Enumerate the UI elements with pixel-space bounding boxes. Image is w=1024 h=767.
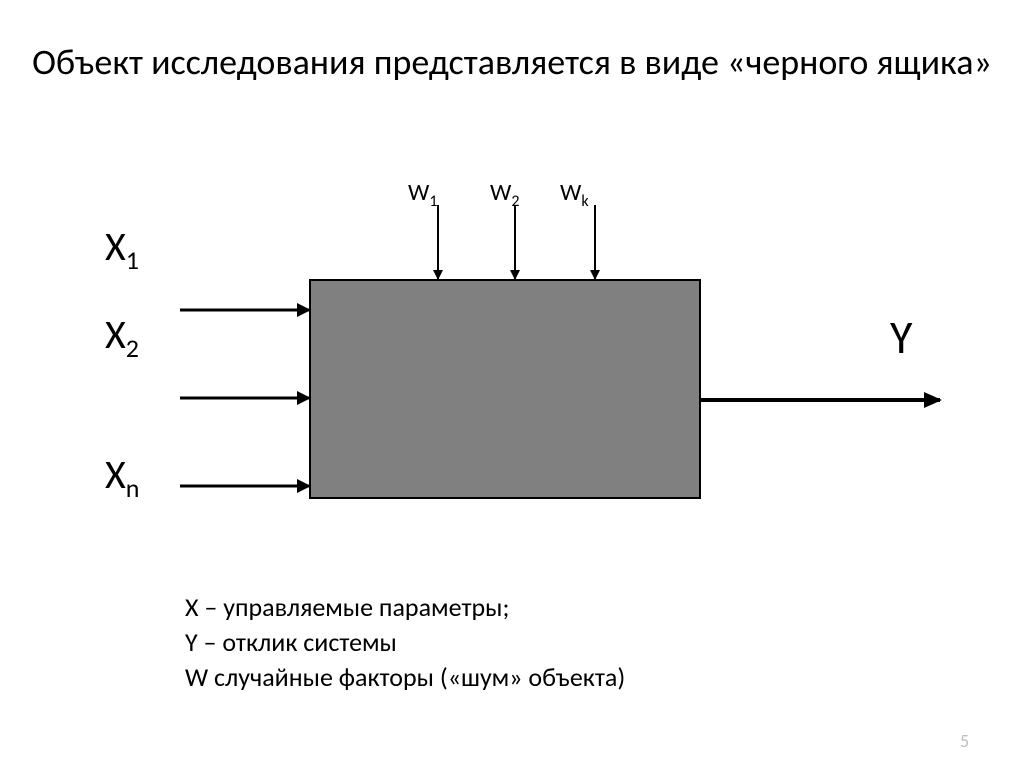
legend: X – управляемые параметры; Y – отклик си… (185, 590, 625, 695)
x1-sub: 1 (126, 244, 139, 276)
x2-sub: 2 (126, 332, 139, 364)
w1-sub: 1 (429, 192, 437, 211)
slide: Объект исследования представляется в вид… (0, 0, 1024, 767)
legend-y: Y – отклик системы (185, 625, 625, 660)
w2-sub: 2 (511, 192, 519, 211)
xn-sub: n (126, 472, 140, 504)
wk-label: Wk (560, 178, 589, 211)
w1-label: W1 (408, 178, 437, 211)
y-label: Y (890, 310, 912, 366)
legend-w: W случайные факторы («шум» объекта) (185, 660, 625, 695)
w2-label: W2 (490, 178, 519, 211)
x2-label: X2 (105, 310, 139, 364)
xn-label: Xn (105, 450, 139, 504)
x1-label: X1 (105, 222, 139, 276)
legend-x: X – управляемые параметры; (185, 590, 625, 625)
page-number: 5 (960, 730, 969, 752)
wk-sub: k (581, 192, 588, 211)
